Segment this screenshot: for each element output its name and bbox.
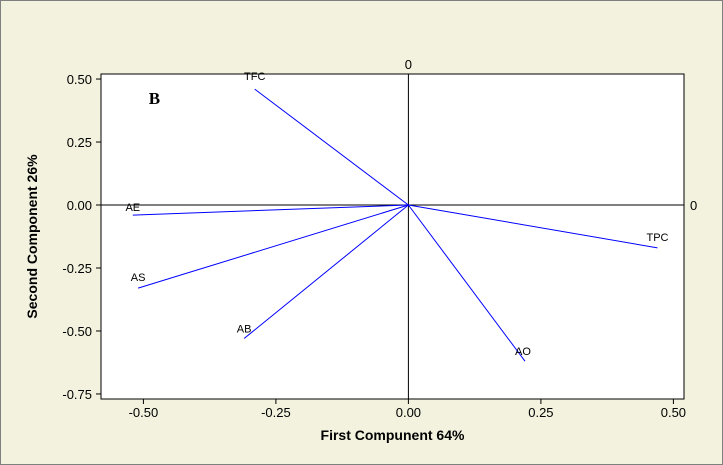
vector-label-tpc: TPC xyxy=(647,232,669,244)
vector-label-tfc: TFC xyxy=(244,71,265,83)
x-tick-label: 0.00 xyxy=(396,405,421,420)
vector-label-ae: AE xyxy=(125,202,140,214)
y-tick-label: 0.00 xyxy=(67,198,92,213)
vector-tfc xyxy=(254,88,409,206)
vector-label-as: AS xyxy=(131,272,146,284)
reference-line-x-label: 0 xyxy=(405,57,412,72)
vector-label-ao: AO xyxy=(515,346,531,358)
y-tick-label: 0.25 xyxy=(67,135,92,150)
panel-label: B xyxy=(149,89,160,108)
y-tick-label: -0.75 xyxy=(62,387,92,402)
y-axis-title: Second Component 26% xyxy=(24,154,40,319)
vector-ao xyxy=(407,204,526,362)
y-tick-label: -0.25 xyxy=(62,261,92,276)
vector-label-ab: AB xyxy=(237,324,252,336)
x-tick-label: -0.25 xyxy=(261,405,291,420)
vector-ae xyxy=(132,204,409,216)
plot-area xyxy=(100,73,685,400)
vector-as xyxy=(137,204,409,289)
x-tick-label: 0.50 xyxy=(661,405,686,420)
vector-ab xyxy=(243,204,409,339)
x-axis-title: First Compunent 64% xyxy=(321,427,465,443)
y-tick-label: -0.50 xyxy=(62,324,92,339)
reference-line-y-label: 0 xyxy=(690,198,697,213)
y-tick-label: 0.50 xyxy=(67,72,92,87)
x-tick-label: 0.25 xyxy=(528,405,553,420)
vector-tpc xyxy=(408,204,658,249)
x-tick-label: -0.50 xyxy=(129,405,159,420)
